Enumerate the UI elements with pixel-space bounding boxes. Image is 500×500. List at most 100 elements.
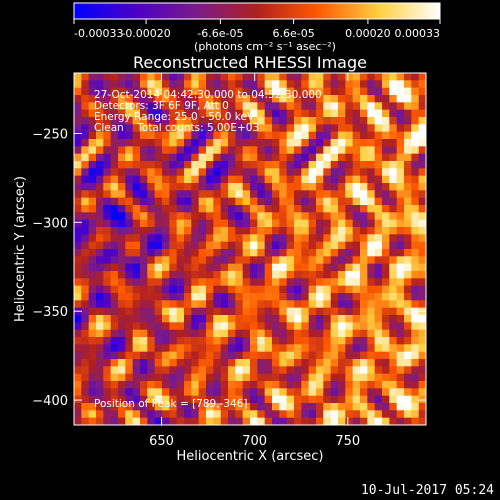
heatmap-cell xyxy=(374,293,383,301)
heatmap-cell xyxy=(360,307,368,316)
heatmap-cell xyxy=(272,102,280,111)
heatmap-cell xyxy=(382,183,390,191)
heatmap-cell xyxy=(162,73,170,81)
heatmap-cell xyxy=(257,373,266,382)
heatmap-cell xyxy=(235,153,244,162)
heatmap-cell xyxy=(198,117,207,125)
heatmap-cell xyxy=(242,117,251,125)
heatmap-cell xyxy=(257,183,266,191)
heatmap-cell xyxy=(220,80,229,89)
heatmap-cell xyxy=(220,329,229,338)
heatmap-cell xyxy=(250,95,258,103)
heatmap-cell xyxy=(257,381,266,389)
heatmap-cell xyxy=(154,263,163,272)
heatmap-cell xyxy=(162,190,170,199)
heatmap-cell xyxy=(374,197,383,206)
heatmap-cell xyxy=(330,131,339,140)
heatmap-cell xyxy=(140,190,148,199)
heatmap-cell xyxy=(81,417,90,425)
heatmap-cell xyxy=(103,410,112,419)
heatmap-cell xyxy=(235,234,244,243)
heatmap-cell xyxy=(345,271,354,279)
heatmap-cell xyxy=(184,146,192,155)
heatmap-cell xyxy=(184,95,192,103)
heatmap-cell xyxy=(396,219,405,228)
heatmap-cell xyxy=(235,117,244,125)
heatmap-cell xyxy=(118,322,126,331)
heatmap-cell xyxy=(301,205,310,213)
heatmap-cell xyxy=(176,212,185,221)
heatmap-cell xyxy=(132,190,141,199)
heatmap-cell xyxy=(345,102,354,111)
heatmap-cell xyxy=(132,212,141,221)
heatmap-cell xyxy=(176,344,185,353)
heatmap-cell xyxy=(272,227,280,235)
heatmap-cell xyxy=(286,241,295,250)
heatmap-cell xyxy=(213,417,222,425)
heatmap-cell xyxy=(338,381,346,389)
heatmap-cell xyxy=(103,139,112,147)
heatmap-cell xyxy=(147,183,156,191)
heatmap-cell xyxy=(301,293,310,301)
heatmap-cell xyxy=(96,307,104,316)
heatmap-cell xyxy=(103,87,112,96)
heatmap-cell xyxy=(169,278,178,287)
heatmap-cell xyxy=(418,161,426,169)
heatmap-cell xyxy=(308,117,317,125)
heatmap-cell xyxy=(118,241,126,250)
heatmap-cell xyxy=(198,381,207,389)
heatmap-cell xyxy=(191,87,200,96)
heatmap-cell xyxy=(140,241,148,250)
heatmap-cell xyxy=(242,263,251,272)
colorbar-tick-label: 0.00033 xyxy=(395,27,441,40)
heatmap-cell xyxy=(103,175,112,184)
heatmap-cell xyxy=(345,403,354,411)
heatmap-cell xyxy=(125,87,134,96)
heatmap-cell xyxy=(81,117,90,125)
heatmap-cell xyxy=(125,95,134,103)
heatmap-cell xyxy=(147,344,156,353)
heatmap-cell xyxy=(272,388,280,397)
heatmap-cell xyxy=(242,373,251,382)
heatmap-cell xyxy=(330,285,339,294)
heatmap-cell xyxy=(264,300,273,309)
heatmap-cell xyxy=(81,219,90,228)
heatmap-cell xyxy=(360,153,368,162)
heatmap-cell xyxy=(140,87,148,96)
heatmap-cell xyxy=(235,271,244,279)
heatmap-cell xyxy=(374,153,383,162)
heatmap-cell xyxy=(198,271,207,279)
heatmap-cell xyxy=(242,256,251,265)
heatmap-cell xyxy=(411,300,420,309)
heatmap-cell xyxy=(389,285,398,294)
heatmap-cell xyxy=(418,95,426,103)
heatmap-cell xyxy=(338,161,346,169)
heatmap-cell xyxy=(286,315,295,323)
heatmap-cell xyxy=(176,293,185,301)
heatmap-cell xyxy=(257,307,266,316)
heatmap-cell xyxy=(418,117,426,125)
heatmap-cell xyxy=(169,307,178,316)
heatmap-cell xyxy=(301,395,310,404)
heatmap-cell xyxy=(118,95,126,103)
heatmap-cell xyxy=(242,109,251,118)
heatmap-cell xyxy=(404,227,412,235)
heatmap-cell xyxy=(198,344,207,353)
heatmap-cell xyxy=(147,175,156,184)
heatmap-cell xyxy=(382,73,390,81)
heatmap-cell xyxy=(140,381,148,389)
heatmap-cell xyxy=(323,256,332,265)
heatmap-cell xyxy=(382,212,390,221)
heatmap-cell xyxy=(184,359,192,367)
heatmap-cell xyxy=(213,410,222,419)
heatmap-cell xyxy=(352,190,361,199)
heatmap-cell xyxy=(301,256,310,265)
heatmap-cell xyxy=(286,102,295,111)
heatmap-cell xyxy=(88,87,97,96)
heatmap-cell xyxy=(184,80,192,89)
heatmap-cell xyxy=(176,175,185,184)
heatmap-cell xyxy=(132,263,141,272)
heatmap-cell xyxy=(323,395,332,404)
heatmap-cell xyxy=(250,417,258,425)
heatmap-cell xyxy=(257,73,266,81)
